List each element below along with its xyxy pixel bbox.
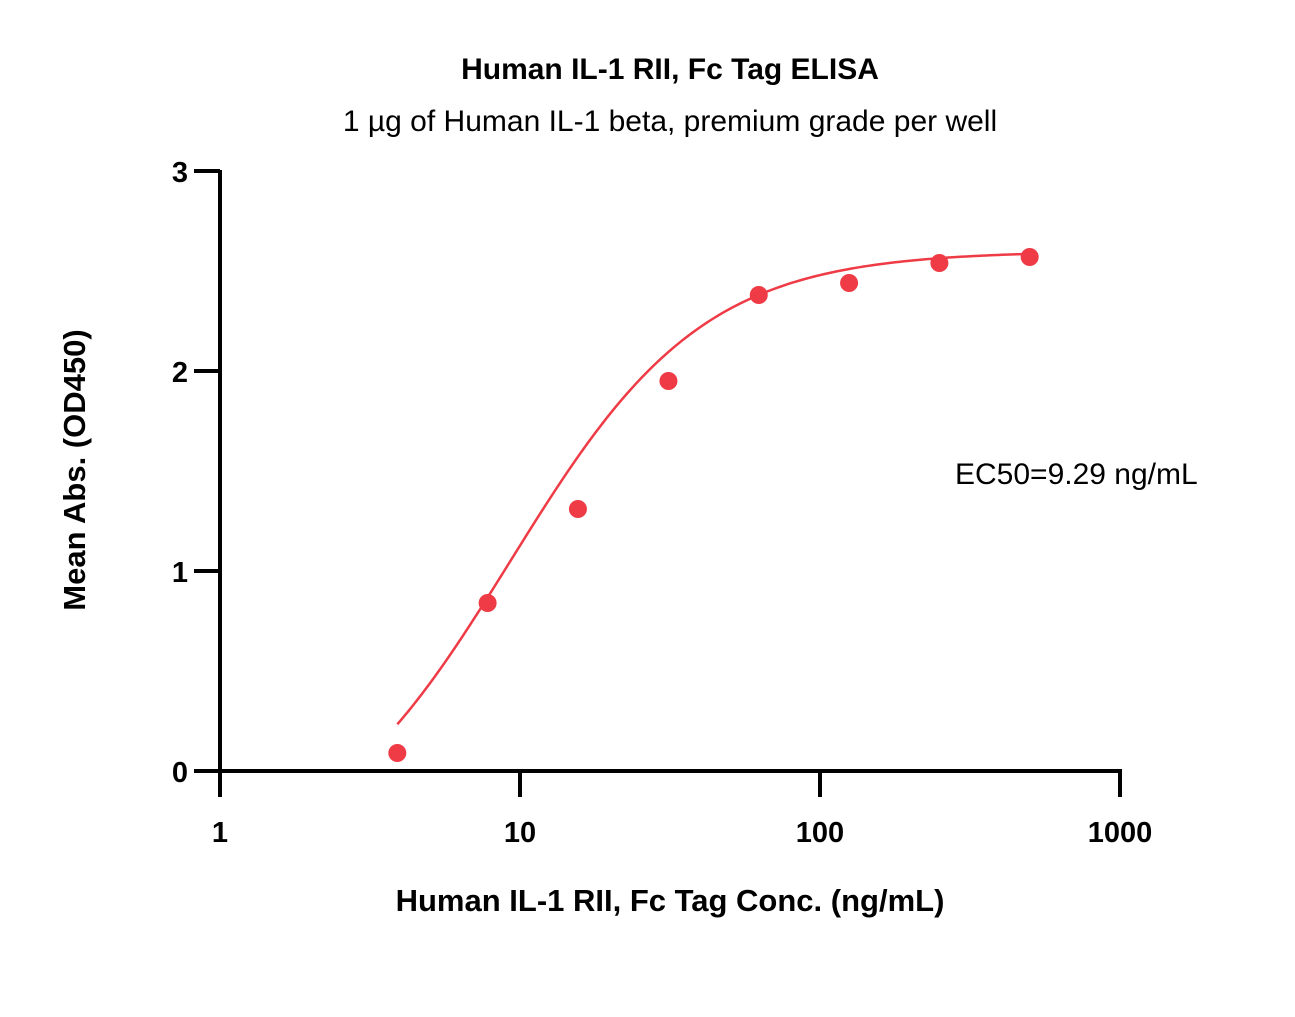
data-point [840,274,859,292]
data-point [478,594,497,612]
y-tick-label: 1 [172,557,188,589]
fit-curve [396,252,1030,726]
data-point [659,372,678,390]
data-point [388,744,407,762]
x-tick-label: 1000 [1088,817,1153,849]
x-tick-label: 10 [504,817,536,849]
x-axis-ticks: 1 10 100 1000 [212,771,1152,849]
ec50-annotation: EC50=9.29 ng/mL [955,458,1198,491]
x-tick-label: 100 [796,817,844,849]
y-axis-label: Mean Abs. (OD450) [57,329,92,610]
chart-title: Human IL-1 RII, Fc Tag ELISA [461,53,879,86]
data-point [568,500,587,518]
y-tick-label: 2 [172,357,188,389]
y-axis-ticks: 0 1 2 3 [172,157,220,789]
data-point [930,254,949,272]
y-tick-label: 3 [172,157,188,189]
chart-subtitle: 1 µg of Human IL-1 beta, premium grade p… [343,105,997,138]
y-tick-label: 0 [172,757,188,789]
data-point [1020,248,1039,266]
data-points [388,248,1039,762]
x-tick-label: 1 [212,817,228,849]
data-point [749,286,768,304]
x-axis-label: Human IL-1 RII, Fc Tag Conc. (ng/mL) [396,883,945,918]
